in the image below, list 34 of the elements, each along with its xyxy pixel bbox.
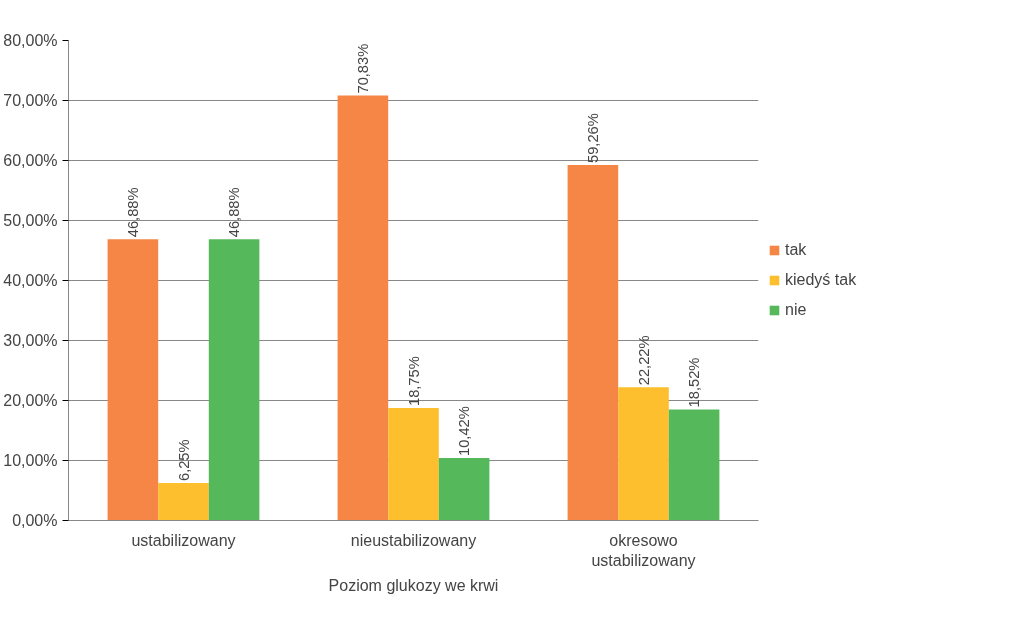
y-tick-label: 40,00% (3, 272, 58, 289)
x-tick-label: okresowo ustabilizowany (591, 531, 696, 569)
data-label: 18,75% (405, 356, 422, 406)
bar (618, 387, 669, 521)
x-tick-label: nieustabilizowany (350, 531, 477, 549)
y-tick-label: 30,00% (3, 332, 58, 349)
y-tick-label: 10,00% (3, 452, 58, 469)
bar (668, 409, 720, 521)
x-tick-label: ustabilizowany (131, 531, 236, 549)
y-tick-label: 60,00% (3, 152, 58, 169)
y-tick-label: 20,00% (3, 392, 58, 409)
data-label: 10,42% (456, 406, 473, 456)
bar (388, 408, 439, 521)
data-label: 46,88% (226, 187, 243, 238)
data-label: 59,26% (584, 113, 601, 163)
data-label: 18,52% (686, 357, 703, 408)
bar (158, 483, 209, 521)
bar (337, 95, 389, 521)
legend-label: kiedyś tak (785, 271, 857, 289)
x-axis-title: Poziom glukozy we krwi (328, 576, 499, 594)
bar (438, 457, 490, 521)
y-tick-label: 50,00% (3, 212, 58, 229)
data-label: 22,22% (635, 335, 652, 386)
bar (567, 164, 619, 521)
y-tick-label: 0,00% (12, 512, 58, 529)
data-label: 70,83% (354, 43, 371, 94)
y-tick-label: 80,00% (3, 32, 58, 49)
data-label: 46,88% (124, 187, 141, 238)
y-tick-label: 70,00% (3, 92, 58, 109)
data-label: 6,25% (175, 439, 192, 481)
bar (208, 239, 260, 521)
legend-label: nie (785, 301, 807, 319)
bar (107, 239, 159, 521)
legend-label: tak (785, 241, 807, 259)
